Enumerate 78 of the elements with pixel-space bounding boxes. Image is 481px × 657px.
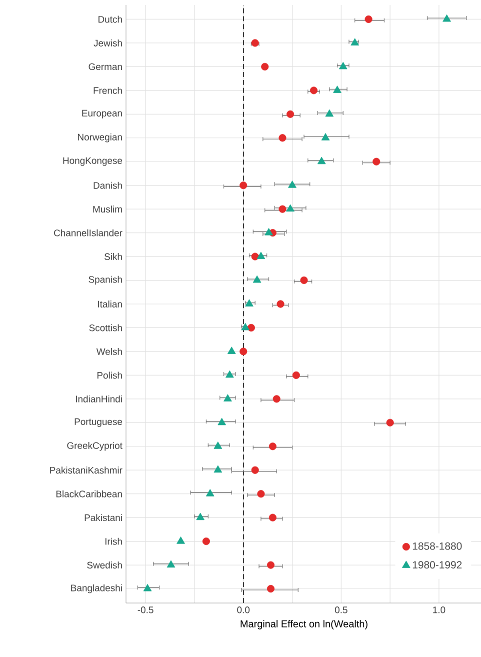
x-tick-label: 0.5 xyxy=(334,606,348,614)
point xyxy=(317,156,326,164)
point xyxy=(325,109,334,117)
point xyxy=(245,299,254,306)
point xyxy=(227,346,236,354)
point xyxy=(272,395,280,403)
point xyxy=(386,418,394,426)
point xyxy=(176,536,185,544)
point xyxy=(292,371,300,379)
point xyxy=(261,62,269,70)
point xyxy=(206,489,214,496)
point xyxy=(196,512,204,520)
y-tick-label: Spanish xyxy=(88,276,122,285)
y-tick-label: Sikh xyxy=(104,253,122,260)
x-tick-label: 0.0 xyxy=(237,606,250,614)
point xyxy=(218,418,226,426)
point xyxy=(268,514,276,522)
y-tick-label: Dutch xyxy=(98,16,122,23)
y-tick-label: Pakistani xyxy=(84,514,122,522)
point xyxy=(364,15,372,24)
y-tick-label: PakistaniKashmir xyxy=(50,466,122,474)
point xyxy=(372,158,380,166)
x-tick-label: -0.5 xyxy=(138,606,154,614)
point xyxy=(276,300,284,308)
point xyxy=(251,39,259,47)
point xyxy=(288,180,296,188)
y-tick-label: Norwegian xyxy=(78,133,122,142)
point xyxy=(143,584,152,592)
y-tick-label: HongKongese xyxy=(63,157,122,166)
point xyxy=(252,275,262,283)
y-tick-label: Scottish xyxy=(89,324,122,332)
point xyxy=(286,110,294,118)
y-tick-label: Danish xyxy=(94,182,122,189)
y-tick-label: Welsh xyxy=(96,348,122,355)
point xyxy=(251,466,259,474)
y-tick-label: ChannelIslander xyxy=(54,229,122,236)
point xyxy=(214,442,222,449)
point xyxy=(286,204,294,212)
point xyxy=(240,348,248,356)
point xyxy=(310,86,318,94)
point xyxy=(166,560,176,568)
point xyxy=(442,14,451,22)
point xyxy=(350,38,360,46)
point xyxy=(266,584,275,593)
x-tick-label: 1.0 xyxy=(433,606,446,614)
y-tick-label: Portuguese xyxy=(74,418,122,427)
point xyxy=(240,182,248,190)
y-tick-label: BlackCaribbean xyxy=(56,490,122,498)
point xyxy=(338,62,348,70)
x-axis-title: Marginal Effect on ln(Wealth) xyxy=(240,620,368,630)
y-tick-label: Polish xyxy=(97,372,122,379)
point xyxy=(247,324,255,332)
point xyxy=(333,86,342,93)
point xyxy=(214,465,222,473)
point xyxy=(257,490,265,498)
point xyxy=(226,370,234,378)
y-tick-label: European xyxy=(82,110,122,118)
y-tick-label: Bangladeshi xyxy=(71,584,122,594)
y-tick-label: GreekCypriot xyxy=(67,442,122,451)
legend-label: 1980-1992 xyxy=(412,561,462,569)
point xyxy=(202,538,210,546)
y-tick-label: Muslim xyxy=(93,206,122,213)
point xyxy=(300,276,308,284)
point xyxy=(268,442,276,450)
y-tick-label: Italian xyxy=(98,300,122,308)
y-tick-label: French xyxy=(94,86,122,94)
point xyxy=(251,252,259,260)
y-tick-label: Swedish xyxy=(87,562,122,569)
point xyxy=(224,394,232,402)
point xyxy=(266,561,275,569)
y-tick-label: IndianHindi xyxy=(76,395,122,402)
point xyxy=(278,134,286,142)
y-tick-label: Irish xyxy=(105,538,122,545)
y-tick-label: Jewish xyxy=(94,39,122,46)
point xyxy=(321,133,330,140)
point xyxy=(278,205,286,213)
legend-label: 1858-1880 xyxy=(412,542,462,550)
y-tick-label: German xyxy=(88,63,122,70)
